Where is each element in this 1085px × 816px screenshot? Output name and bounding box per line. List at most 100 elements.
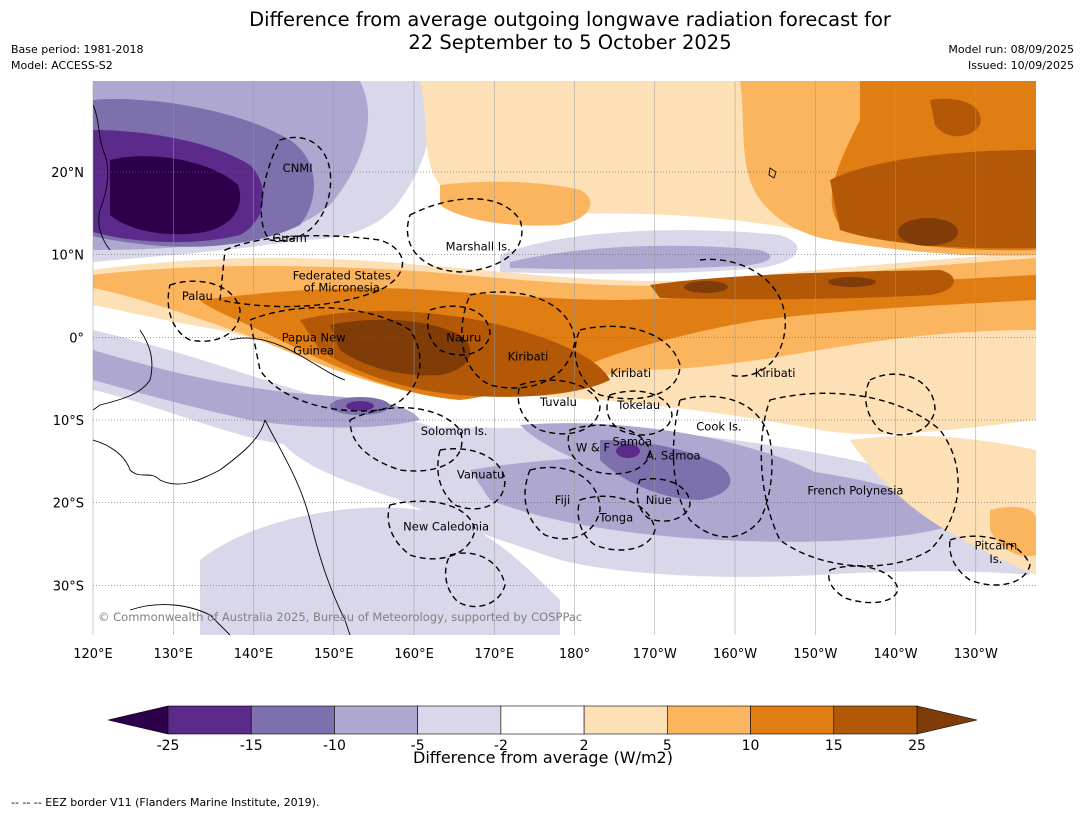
region-label: Palau [182,289,213,303]
title-line-1: Difference from average outgoing longwav… [249,8,891,31]
region-label: Niue [646,493,672,507]
anomaly-region [200,507,560,635]
eez-niue [636,478,691,522]
lon-tick-label: 150°E [314,647,354,662]
anomaly-region [510,245,771,270]
anomaly-region [850,435,1036,575]
anomaly-region [740,388,810,418]
region-label: Tuvalu [539,395,577,409]
colorbar-under-arrow [107,705,169,735]
colorbar-over-arrow [916,705,978,735]
anomaly-region [684,281,728,293]
eez-fiji [524,466,601,540]
region-label: Tonga [598,511,633,525]
title-line-2: 22 September to 5 October 2025 [408,31,732,54]
eez-png [249,306,421,412]
lat-tick-label: 10°N [51,249,84,264]
anomaly-region [898,218,958,246]
region-label: Nauru [446,330,481,344]
region-label: Samoa [612,435,652,449]
model-run: Model run: 08/09/2025 [948,43,1074,56]
lon-tick-label: 180° [559,647,590,662]
lon-tick-label: 150°W [793,647,837,662]
anomaly-region [440,181,591,226]
lat-tick-labels: 20°N 10°N 0° 10°S 20°S 30°S [51,166,84,594]
colorbar-tick-label: -5 [411,738,425,754]
base-period: Base period: 1981-2018 [11,43,144,56]
colorbar-segment [250,705,335,735]
eez-borders [167,136,1031,608]
coastline-australia-east [264,419,351,635]
region-label: Kiribati [610,366,651,380]
map-figure: CNMI Guam Marshall Is. Federated States of M… [51,81,1036,754]
region-label: A. Samoa [646,449,701,463]
region-label: Cook Is. [696,420,741,434]
colorbar-segment [583,705,668,735]
lon-tick-label: 170°W [633,647,677,662]
anomaly-region [346,401,374,411]
colorbar-segment [667,705,751,735]
lon-tick-label: 130°E [153,647,193,662]
colorbar-tick-label: -25 [157,738,180,754]
eez-cook [672,395,773,538]
eez-vanuatu [437,448,506,510]
region-label: W & F [576,440,610,454]
eez-nauru [427,305,491,356]
eez-tuvalu [517,379,601,435]
region-label: Kiribati [755,366,796,380]
region-label: Federated States [293,268,391,282]
meta-right: Model run: 08/09/2025 Issued: 10/09/2025 [948,42,1074,74]
eez-pitcairn [948,535,1031,586]
anomaly-field [93,81,1036,635]
gridlines [92,81,1036,635]
region-label: Tokelau [616,398,660,412]
coastline-australia-south [129,604,231,635]
eez-kiribati-gilbert [461,291,576,389]
chart-title: Difference from average outgoing longwav… [0,8,1085,54]
lat-tick-label: 30°S [53,579,84,594]
region-label: Vanuatu [457,468,504,482]
region-label: Guam [272,231,306,245]
colorbar-tick-label: -10 [323,738,346,754]
anomaly-region [830,150,1036,249]
coastline-hawaii [768,167,777,179]
region-label: Marshall Is. [446,239,511,253]
colorbar-ticks: -25 -15 -10 -5 -2 2 5 10 15 25 [157,738,926,754]
colorbar: -25 -15 -10 -5 -2 2 5 10 15 25 [107,705,978,754]
coastline-new-guinea [229,337,346,381]
eez-palau [167,280,241,342]
anomaly-region [470,456,970,542]
region-label: Solomon Is. [421,424,488,438]
eez-austral [828,565,899,604]
eez-solomon [349,406,463,472]
colorbar-segment [167,705,252,735]
anomaly-region [330,319,471,376]
colorbar-tick-label: 25 [908,738,926,754]
coastlines [93,104,777,635]
colorbar-tick-label: 5 [663,738,672,754]
copyright-text: © Commonwealth of Australia 2025, Bureau… [98,610,582,624]
eez-norfolk [444,552,506,608]
eez-tonga [577,495,656,551]
lat-tick-label: 10°S [53,414,84,429]
region-label: Kiribati [508,349,549,363]
lon-tick-label: 130°W [954,647,998,662]
eez-new-caledonia [387,500,476,560]
region-label: Pitcairn [974,539,1017,553]
lat-tick-label: 0° [69,331,84,346]
region-label: CNMI [283,161,313,175]
eez-wallis-samoa [567,424,651,475]
eez-cnmi-guam [260,136,332,242]
lon-tick-label: 170°E [475,647,515,662]
anomaly-region [650,270,954,300]
coastline-australia [93,419,266,485]
region-label: New Caledonia [403,520,489,534]
colorbar-segment [750,705,835,735]
region-label: Guinea [293,344,334,358]
anomaly-region [828,277,876,287]
eez-french-polynesia [760,392,959,567]
colorbar-tick-label: -2 [494,738,508,754]
anomaly-region [930,98,981,137]
lat-tick-label: 20°N [51,166,84,181]
anomaly-region [616,444,640,458]
